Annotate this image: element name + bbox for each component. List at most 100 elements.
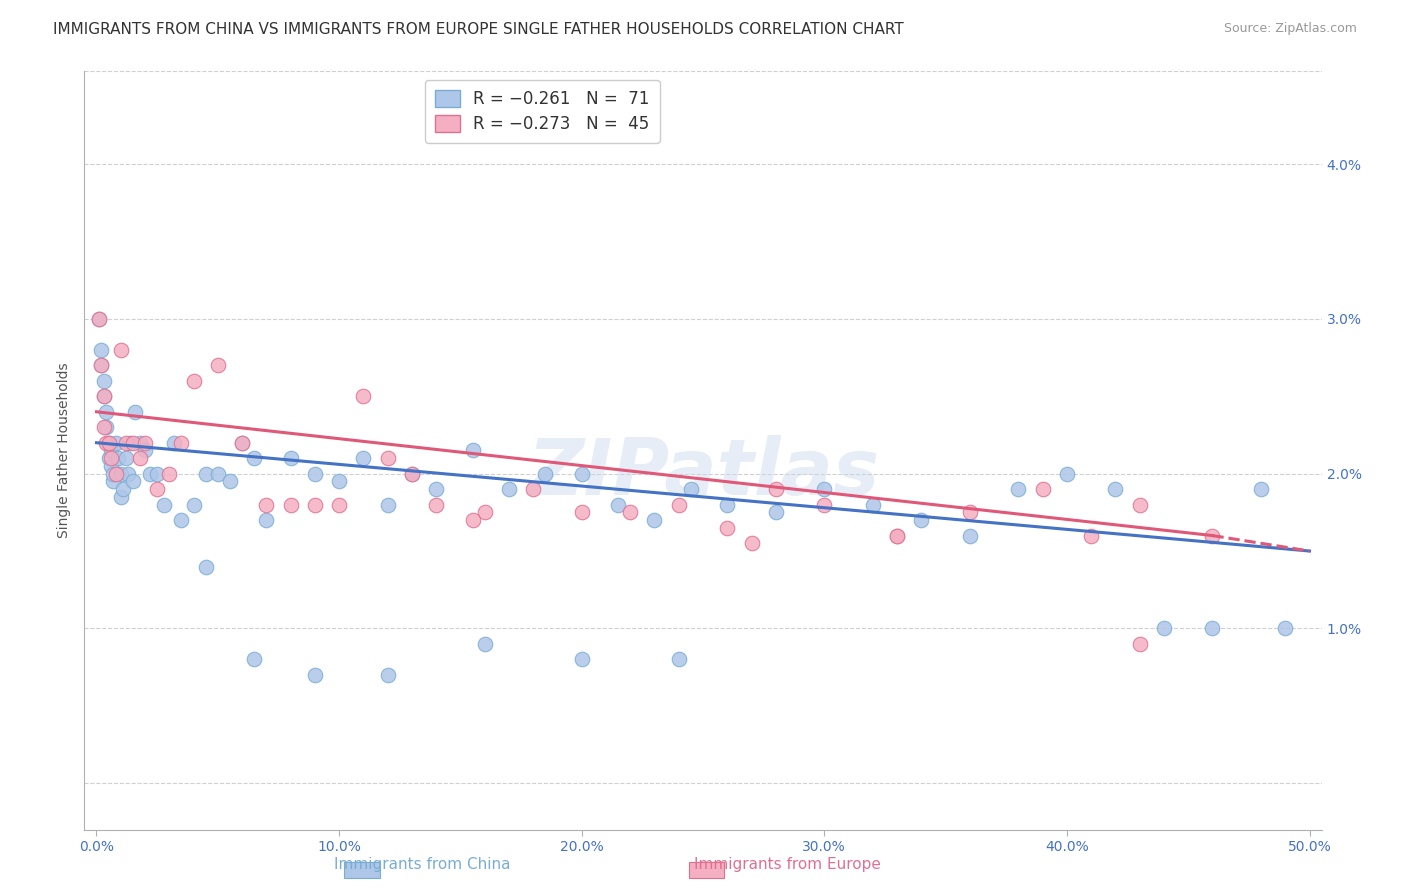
Point [114,451,136,466]
Point [93,374,115,388]
Point [146,482,169,496]
Point [100,451,122,466]
Point [163,435,186,450]
Point [571,467,593,481]
Point [87,312,110,326]
Point [97,435,120,450]
Text: ZIPatlas: ZIPatlas [527,435,879,511]
Point [668,498,690,512]
Point [886,528,908,542]
Point [134,435,156,450]
Legend: R = −0.261   N =  71, R = −0.273   N =  45: R = −0.261 N = 71, R = −0.273 N = 45 [425,79,659,143]
Point [93,389,115,403]
Point [157,467,180,481]
Point [1250,482,1272,496]
Point [110,343,132,357]
Point [134,443,156,458]
Point [741,536,763,550]
Point [207,467,229,481]
Point [461,443,484,458]
Point [461,513,484,527]
Point [328,475,350,489]
Point [886,528,908,542]
Point [90,359,112,373]
Point [1153,621,1175,635]
Point [103,467,125,481]
Point [96,405,118,419]
Point [170,435,193,450]
Text: Immigrants from China: Immigrants from China [333,857,510,872]
Point [103,475,125,489]
Point [1032,482,1054,496]
Point [100,458,122,473]
Point [183,374,205,388]
Point [87,312,110,326]
Point [668,652,690,666]
Point [765,505,787,519]
Point [959,505,981,519]
Point [280,451,302,466]
Point [474,637,496,651]
Point [122,435,145,450]
Point [643,513,665,527]
Point [114,435,136,450]
Point [571,652,593,666]
Point [120,435,142,450]
Point [352,389,374,403]
Point [1080,528,1102,542]
Point [498,482,520,496]
Point [110,467,132,481]
Text: Source: ZipAtlas.com: Source: ZipAtlas.com [1223,22,1357,36]
Point [146,467,169,481]
Point [104,467,127,481]
Point [1274,621,1296,635]
Point [254,498,277,512]
Point [170,513,193,527]
Point [122,475,145,489]
Point [534,467,557,481]
Point [139,467,162,481]
Point [910,513,932,527]
Point [716,521,738,535]
Point [474,505,496,519]
Point [522,482,544,496]
Point [231,435,253,450]
Text: IMMIGRANTS FROM CHINA VS IMMIGRANTS FROM EUROPE SINGLE FATHER HOUSEHOLDS CORRELA: IMMIGRANTS FROM CHINA VS IMMIGRANTS FROM… [53,22,904,37]
Y-axis label: Single Father Households: Single Father Households [58,363,72,538]
Point [813,498,835,512]
Point [254,513,277,527]
Point [1007,482,1029,496]
Point [1129,637,1152,651]
Point [90,343,112,357]
Point [153,498,176,512]
Point [1201,528,1223,542]
Point [194,467,217,481]
Point [107,451,129,466]
Point [765,482,787,496]
Point [716,498,738,512]
Point [183,498,205,512]
Point [862,498,884,512]
Point [243,451,266,466]
Point [93,420,115,434]
Point [97,451,120,466]
Point [96,435,118,450]
Point [129,435,152,450]
Point [194,559,217,574]
Point [619,505,641,519]
Point [90,359,112,373]
Point [571,505,593,519]
Point [280,498,302,512]
Point [129,451,152,466]
Point [959,528,981,542]
Point [377,498,399,512]
Point [219,475,242,489]
Point [96,420,118,434]
Point [679,482,702,496]
Point [1104,482,1126,496]
Point [352,451,374,466]
Text: Immigrants from Europe: Immigrants from Europe [695,857,880,872]
Point [607,498,630,512]
Point [110,490,132,504]
Point [1056,467,1078,481]
